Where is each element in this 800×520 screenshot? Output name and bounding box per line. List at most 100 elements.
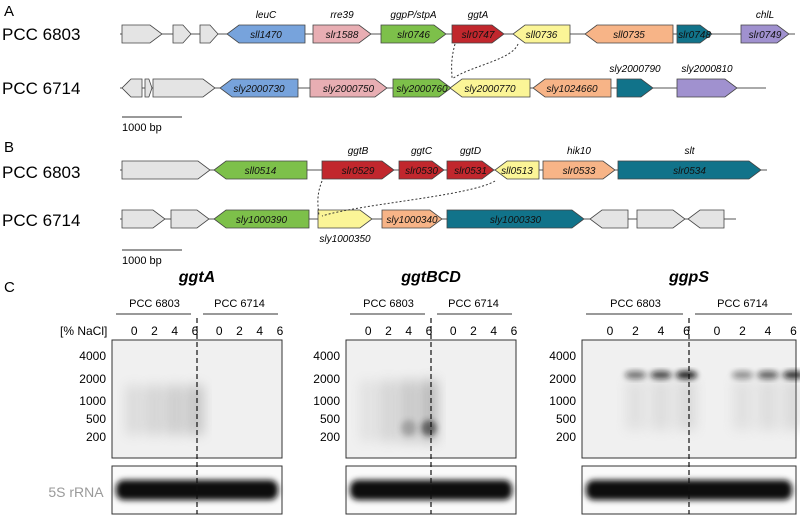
gene-arrow: [532, 78, 612, 98]
synteny-link: [451, 43, 456, 79]
gene-gray: [199, 24, 219, 44]
gene-arrow: [219, 78, 299, 98]
lane-nacl-value: 4: [765, 324, 772, 338]
gene-sll0736: sll0736: [512, 24, 571, 44]
gene-id-label: slr0748: [678, 30, 711, 41]
gene-name-label: sly2000790: [609, 64, 661, 75]
blot-signal: [359, 380, 438, 442]
gene-arrow: [616, 78, 654, 98]
gene-sly1000340: sly1000340: [381, 209, 443, 229]
gene-id-label: sll0513: [501, 166, 533, 177]
gene-gray: [144, 78, 153, 98]
strain-header-6714: PCC 6714: [448, 298, 499, 310]
gene-gray: [152, 78, 216, 98]
gene-id-label: sly1000390: [236, 215, 288, 226]
gene-sll1470: sll1470 leuC: [226, 10, 306, 44]
lane-nacl-value: 6: [511, 324, 518, 338]
gene-id-label: slr0747: [462, 30, 495, 41]
panel-a-strain-2: PCC 6714: [2, 79, 80, 98]
lane-nacl-value: 2: [385, 324, 392, 338]
gene-slr0749: slr0749 chlL: [740, 10, 790, 44]
gene-arrow: [589, 209, 629, 229]
gene-slr1588: slr1588 rre39: [312, 10, 372, 44]
lane-nacl-value: 4: [405, 324, 412, 338]
loading-control-label: 5S rRNA: [48, 484, 104, 500]
gene-id-label: sll0514: [245, 166, 277, 177]
lane-nacl-value: 6: [790, 324, 797, 338]
gene-arrow: [676, 78, 738, 98]
gene-id-label: sll0735: [613, 30, 645, 41]
gene-id-label: slr0534: [673, 166, 706, 177]
size-marker-label: 1000: [549, 394, 576, 408]
gene-slr0534: slr0534 slt: [617, 146, 762, 180]
gene-sll0514: sll0514: [213, 160, 308, 180]
size-marker-label: 2000: [313, 372, 340, 386]
synteny-link: [451, 43, 519, 80]
gene-arrow: [617, 160, 762, 180]
gene-row-b-6714: sly1000390 sly1000350 sly1000340 sly1000330: [121, 209, 725, 245]
gene-gray: [121, 78, 143, 98]
gene-slr0533: slr0533 hik10: [542, 146, 616, 180]
gene-arrow: [381, 209, 443, 229]
lane-nacl-value: 0: [450, 324, 457, 338]
gene-arrow: [172, 24, 192, 44]
lane-nacl-value: 6: [277, 324, 284, 338]
gene-arrow: [542, 160, 616, 180]
gene-name-label: sly2000810: [681, 64, 733, 75]
gene-name-label: ggpP/stpA: [390, 10, 436, 21]
gene-arrow: [152, 78, 216, 98]
gene-arrow: [121, 209, 166, 229]
gene-id-label: slr0746: [397, 30, 430, 41]
gene-arrow: [687, 209, 725, 229]
size-marker-label: 2000: [79, 372, 106, 386]
blot-signal: [125, 385, 204, 435]
gene-id-label: slr0531: [454, 166, 487, 177]
strain-header-6803: PCC 6803: [610, 298, 661, 310]
gene-slr0746: slr0746 ggpP/stpA: [380, 10, 447, 44]
gene-arrow: [121, 78, 143, 98]
gene-arrow: [512, 24, 571, 44]
size-marker-label: 4000: [79, 349, 106, 363]
gene-purple: sly2000810: [676, 64, 738, 98]
lane-nacl-value: 0: [131, 324, 138, 338]
lane-nacl-value: 4: [171, 324, 178, 338]
lane-nacl-value: 4: [256, 324, 263, 338]
panel-a-label: A: [4, 3, 14, 20]
gene-gray: [121, 24, 163, 44]
gene-id-label: sly1000340: [386, 215, 438, 226]
strain-header-6803: PCC 6803: [129, 298, 180, 310]
gene-id-label: slr1588: [326, 30, 359, 41]
gene-id-label: sly1000330: [490, 215, 542, 226]
gene-arrow: [494, 160, 540, 180]
gene-id-label: sll1470: [250, 30, 282, 41]
gene-arrow: [446, 160, 495, 180]
gene-arrow: [446, 209, 585, 229]
lane-nacl-value: 0: [607, 324, 614, 338]
lane-nacl-value: 2: [151, 324, 158, 338]
gene-name-label: leuC: [256, 10, 277, 21]
panel-a-strain-1: PCC 6803: [2, 25, 80, 44]
gene-name-label: chlL: [756, 10, 774, 21]
gene-id-label: slr0533: [563, 166, 596, 177]
gene-id-label: slr0529: [342, 166, 375, 177]
synteny-link: [317, 180, 323, 217]
size-marker-label: 500: [86, 412, 106, 426]
gene-arrow: [170, 209, 210, 229]
blot-title: ggtA: [178, 269, 215, 286]
gene-gray: [687, 209, 725, 229]
gene-arrow: [226, 24, 306, 44]
size-marker-label: 4000: [313, 349, 340, 363]
gene-arrow: [449, 78, 531, 98]
lane-nacl-value: 4: [658, 324, 665, 338]
blot-signal: [624, 371, 800, 430]
gene-arrow: [398, 160, 445, 180]
gene-arrow: [213, 160, 308, 180]
gene-slr0747: slr0747 ggtA: [451, 10, 505, 44]
blot-title: ggtBCD: [400, 269, 461, 286]
gene-arrow: [380, 24, 447, 44]
gene-yellow: sly1000350: [317, 209, 373, 245]
blot-ggpS: ggpS PCC 6803 PCC 6714 0 2 4 6 0 2 4 6 4000 2000 1000…: [549, 269, 800, 515]
gene-name-label: slt: [685, 146, 696, 157]
gene-id-label: sly2000750: [323, 84, 375, 95]
